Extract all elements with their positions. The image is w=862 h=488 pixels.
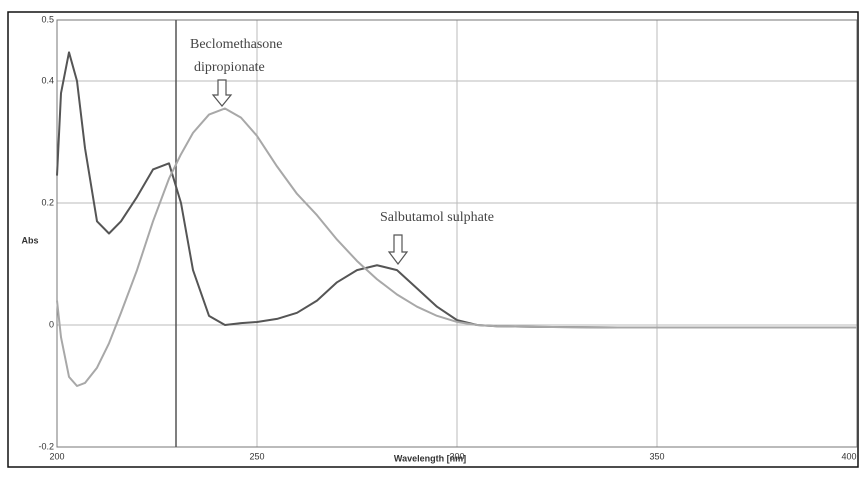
frame xyxy=(7,11,859,468)
y-tick-label: 0 xyxy=(49,319,54,329)
arrow xyxy=(211,79,233,107)
y-tick-label: 0.5 xyxy=(41,14,54,24)
annotation: Beclomethasone xyxy=(190,37,283,52)
x-tick-label: 250 xyxy=(249,451,264,461)
x-tick-label: 300 xyxy=(449,451,464,461)
lines xyxy=(56,51,857,387)
y-tick-label: -0.2 xyxy=(38,441,54,451)
annotation: Salbutamol sulphate xyxy=(380,210,494,225)
y-axis-label: Abs xyxy=(21,235,38,245)
x-tick-label: 350 xyxy=(649,451,664,461)
series-line xyxy=(56,107,857,387)
x-axis-label: Wavelength [nm] xyxy=(394,453,466,463)
plot-area xyxy=(56,19,858,448)
y-tick-label: 0.2 xyxy=(41,197,54,207)
y-tick-label: 0.4 xyxy=(41,75,54,85)
grid xyxy=(56,19,858,448)
arrow xyxy=(387,234,409,265)
annotation: dipropionate xyxy=(194,60,265,75)
x-tick-label: 400 xyxy=(841,451,856,461)
x-tick-label: 200 xyxy=(49,451,64,461)
